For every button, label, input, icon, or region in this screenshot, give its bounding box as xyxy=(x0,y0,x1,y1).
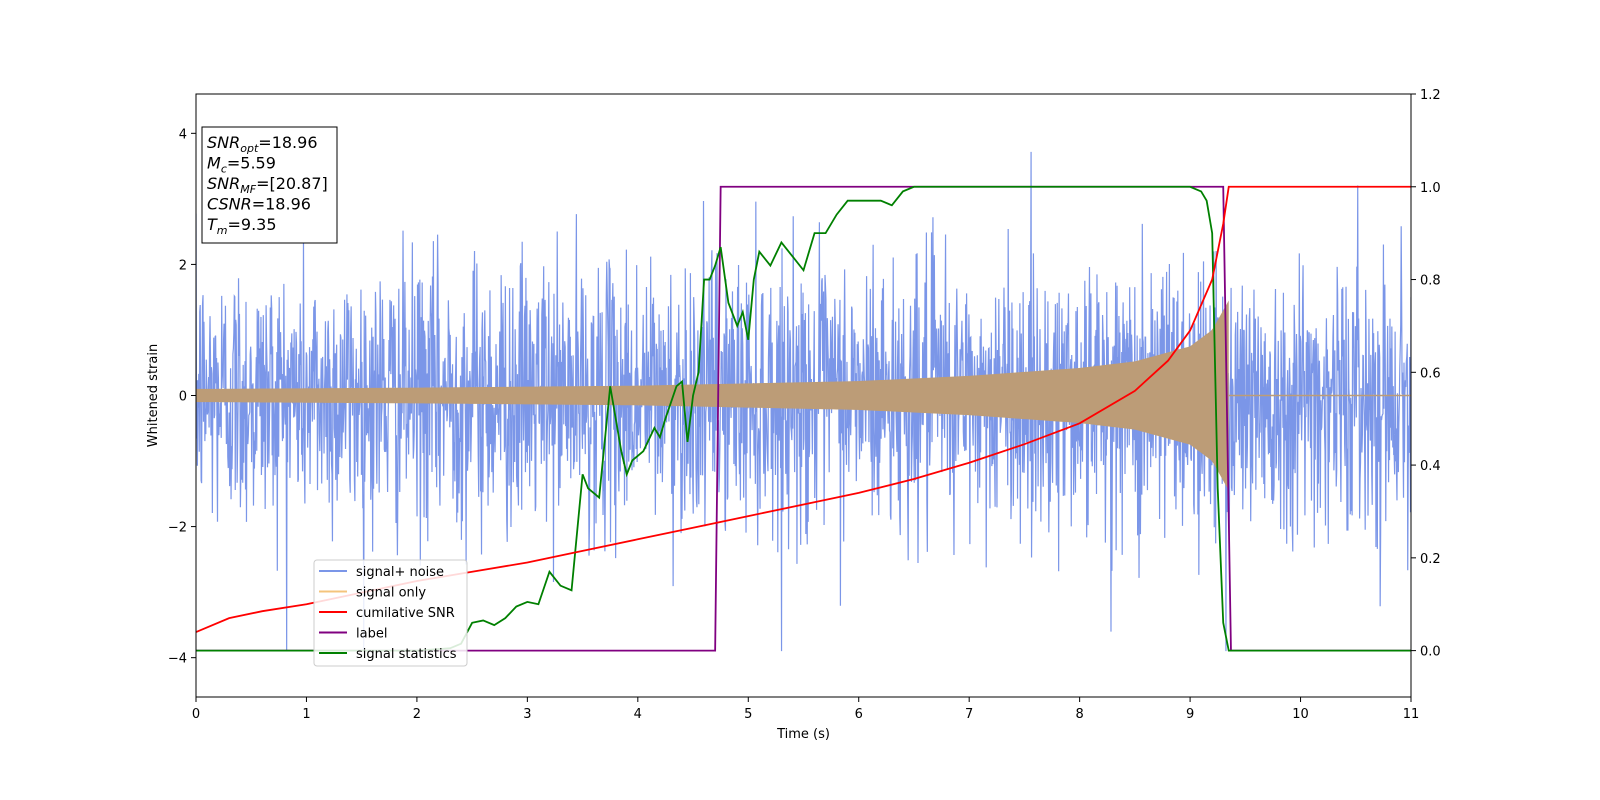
annotation-line: Mc=5.59 xyxy=(207,154,276,176)
series-signal-only xyxy=(196,300,1411,491)
x-tick-label: 7 xyxy=(965,707,973,722)
annotation-line: CSNR=18.96 xyxy=(207,195,311,214)
y-right-tick-label: 0.8 xyxy=(1420,274,1441,289)
legend-entry: signal statistics xyxy=(356,647,457,662)
y-axis-label: Whitened strain xyxy=(146,344,161,447)
legend: signal+ noise signal only cumilative SNR la… xyxy=(313,559,468,667)
x-tick-label: 3 xyxy=(523,707,531,722)
y-right-tick-label: 1.0 xyxy=(1420,181,1441,196)
annotation-line: SNRMF=[20.87] xyxy=(207,174,328,196)
y-right-tick-label: 0.4 xyxy=(1420,459,1441,474)
x-tick-label: 8 xyxy=(1075,707,1083,722)
y-axis-left: −4 −2 0 2 4 xyxy=(168,127,196,667)
x-tick-label: 2 xyxy=(413,707,421,722)
legend-frame xyxy=(313,559,468,667)
y-right-tick-label: 1.2 xyxy=(1420,88,1441,103)
x-tick-label: 1 xyxy=(302,707,310,722)
y-left-tick-label: 2 xyxy=(179,258,187,273)
x-tick-label: 5 xyxy=(744,707,752,722)
y-left-tick-label: 0 xyxy=(179,390,187,405)
y-right-tick-label: 0.6 xyxy=(1420,366,1441,381)
y-right-tick-label: 0.2 xyxy=(1420,552,1441,567)
annotation-line: Tm=9.35 xyxy=(207,215,277,237)
x-tick-label: 0 xyxy=(192,707,200,722)
legend-entry: cumilative SNR xyxy=(356,606,455,621)
series-fill-signal-only xyxy=(196,300,1229,491)
y-axis-right: 0.0 0.2 0.4 0.6 0.8 1.0 1.2 xyxy=(1411,88,1441,660)
annotation-frame xyxy=(201,126,338,244)
x-tick-label: 11 xyxy=(1403,707,1420,722)
y-left-tick-label: 4 xyxy=(179,127,187,142)
legend-entry: label xyxy=(356,627,387,642)
x-tick-label: 6 xyxy=(855,707,863,722)
legend-entry: signal only xyxy=(356,586,426,601)
x-axis-label: Time (s) xyxy=(776,727,830,742)
annotation-line: SNRopt=18.96 xyxy=(207,133,318,155)
legend-entry: signal+ noise xyxy=(356,565,444,580)
x-tick-label: 10 xyxy=(1292,707,1309,722)
y-left-tick-label: −4 xyxy=(168,652,187,667)
y-right-tick-label: 0.0 xyxy=(1420,645,1441,660)
x-tick-label: 9 xyxy=(1186,707,1194,722)
y-left-tick-label: −2 xyxy=(168,521,187,536)
x-tick-label: 4 xyxy=(634,707,642,722)
series-line-signal-statistics xyxy=(196,185,1411,652)
annotation-box: SNRopt=18.96Mc=5.59SNRMF=[20.87]CSNR=18.… xyxy=(201,126,338,244)
x-axis: 0 1 2 3 4 5 6 7 8 9 10 11 xyxy=(192,697,1419,722)
